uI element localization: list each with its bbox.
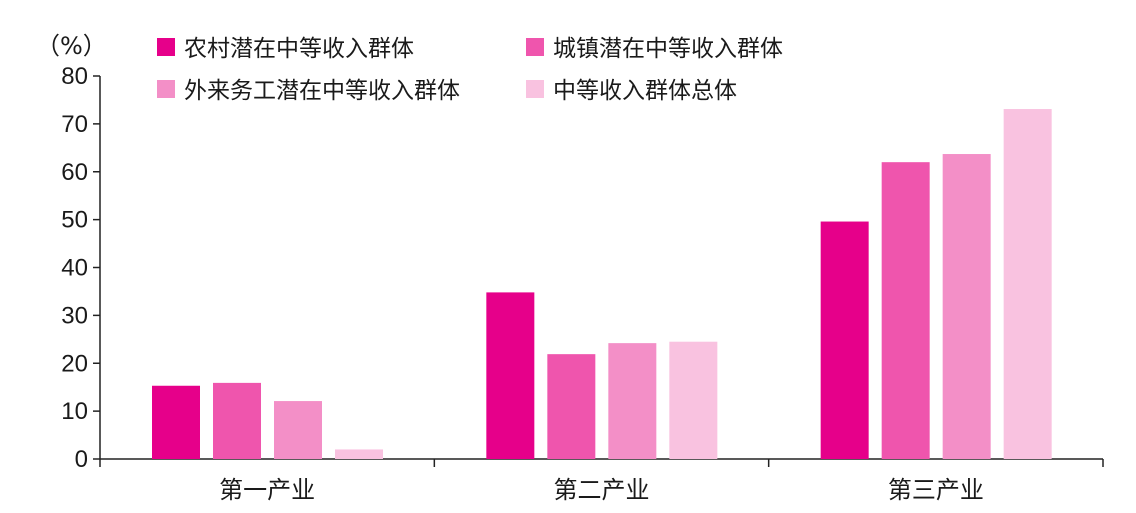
y-tick-label: 30 [61,302,88,329]
legend-label: 城镇潜在中等收入群体 [553,36,783,62]
bar-2-2 [547,354,596,459]
y-tick-label: 60 [61,159,88,186]
y-tick-label: 10 [61,398,88,425]
x-category-label: 第二产业 [554,476,650,504]
legend-swatch [157,38,175,56]
y-tick-label: 20 [61,350,88,377]
bar-4-3 [1003,109,1052,459]
legend-label: 农村潜在中等收入群体 [184,36,414,62]
legend-swatch [526,80,544,98]
bar-4-1 [335,449,383,459]
bars [152,109,1052,460]
bar-3-2 [608,343,657,459]
bar-3-3 [942,154,991,459]
bar-1-3 [820,221,869,459]
bar-1-1 [152,385,200,459]
legend-label: 中等收入群体总体 [553,78,737,104]
bar-4-2 [669,341,718,459]
bar-3-1 [274,401,322,459]
legend-swatch [526,38,544,56]
bar-2-3 [881,162,930,460]
legend-swatch [157,80,175,98]
y-axis: 0 10 20 30 40 50 60 70 80 [61,63,101,473]
y-tick-label: 0 [75,446,88,473]
y-axis-unit-label: （%） [36,32,107,60]
y-tick-label: 40 [61,255,88,282]
legend-label: 外来务工潜在中等收入群体 [184,78,460,104]
x-axis: 第一产业 第二产业 第三产业 [99,458,1104,504]
x-category-label: 第一产业 [219,476,315,504]
y-tick-label: 70 [61,111,88,138]
y-tick-label: 50 [61,207,88,234]
x-category-label: 第三产业 [888,476,984,504]
bar-1-2 [486,292,535,459]
bar-2-1 [213,382,261,459]
y-tick-label: 80 [61,63,88,90]
